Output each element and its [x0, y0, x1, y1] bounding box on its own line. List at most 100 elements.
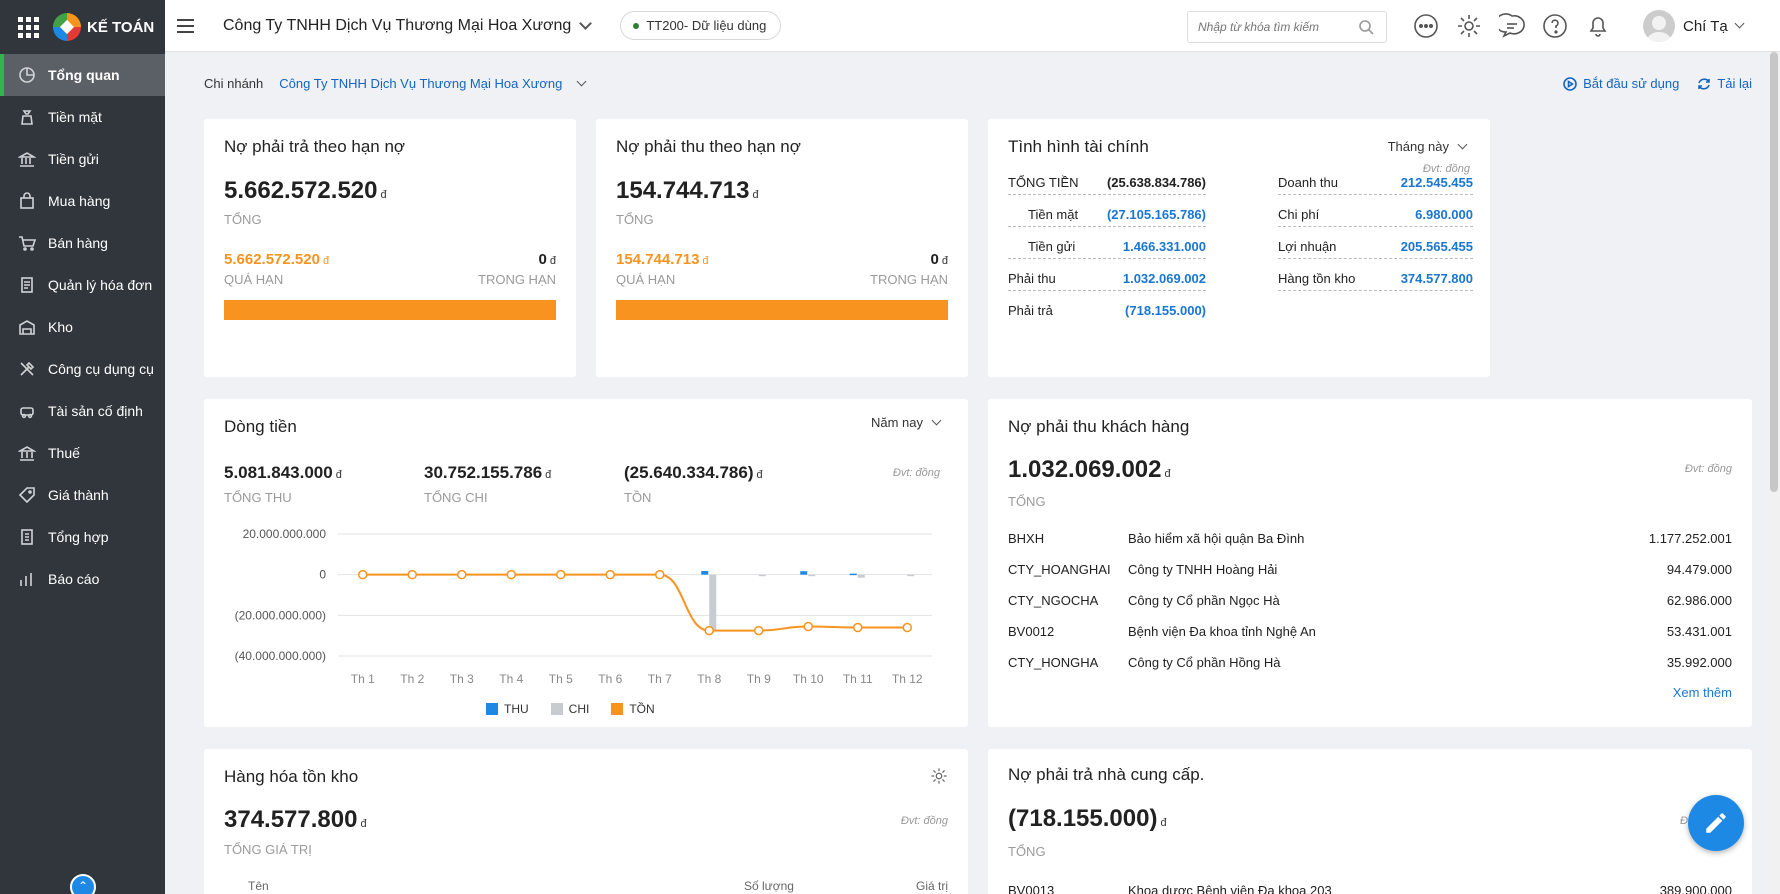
help-icon[interactable]: [1542, 13, 1568, 39]
sidebar-item-9[interactable]: Tài sản cố định: [0, 390, 165, 432]
sidebar-item-7[interactable]: Kho: [0, 306, 165, 348]
sidebar-item-label: Thuế: [48, 445, 80, 461]
x-tick-label: Th 1: [351, 672, 375, 686]
finance-value[interactable]: (25.638.834.786): [1106, 175, 1206, 190]
column-header-quantity[interactable]: Số lượng: [744, 879, 794, 893]
finance-value[interactable]: 6.980.000: [1415, 207, 1473, 222]
start-button[interactable]: Bắt đầu sử dụng: [1563, 76, 1679, 91]
currency-symbol: đ: [545, 469, 552, 481]
payable-total: 5.662.572.520 đ: [224, 177, 387, 205]
column-header-name[interactable]: Tên: [248, 879, 269, 893]
in-term-value: 0: [930, 251, 939, 268]
finance-row[interactable]: Phải thu 1.032.069.002: [1008, 271, 1206, 291]
finance-row[interactable]: TỔNG TIỀN (25.638.834.786): [1008, 175, 1206, 195]
legend-label: CHI: [568, 702, 590, 716]
finance-row[interactable]: Hàng tồn kho 374.577.800: [1278, 271, 1473, 291]
sidebar-item-1[interactable]: Tổng quan: [0, 54, 165, 96]
sidebar-item-8[interactable]: Công cụ dụng cụ: [0, 348, 165, 390]
reload-button[interactable]: Tải lại: [1697, 76, 1752, 91]
balance-caption: TỒN: [624, 490, 652, 505]
line-point: [556, 569, 566, 580]
search-icon[interactable]: [1358, 19, 1374, 35]
supplier-payable-card: Nợ phải trả nhà cung cấp. (718.155.000) đ…: [988, 749, 1752, 894]
collapse-sidebar-button[interactable]: ⌃: [70, 874, 96, 894]
sidebar-item-13[interactable]: Báo cáo: [0, 558, 165, 600]
branch-value[interactable]: Công Ty TNHH Dịch Vụ Thương Mại Hoa Xươn…: [279, 76, 563, 91]
see-more-link[interactable]: Xem thêm: [1672, 685, 1732, 700]
finance-value[interactable]: (27.105.165.786): [1106, 207, 1206, 222]
branch-selector[interactable]: Chi nhánh Công Ty TNHH Dịch Vụ Thương Mạ…: [204, 76, 587, 91]
report-icon: [21, 529, 33, 545]
finance-value[interactable]: (718.155.000): [1125, 303, 1206, 318]
period-dropdown[interactable]: Năm nay: [871, 415, 942, 430]
user-name: Chí Tạ: [1683, 17, 1728, 35]
edit-fab-button[interactable]: [1688, 795, 1744, 851]
refresh-icon: [1698, 77, 1711, 90]
dataset-selector[interactable]: TT200- Dữ liệu dùng: [620, 11, 782, 40]
column-header-value[interactable]: Giá trị: [915, 879, 948, 893]
user-menu[interactable]: Chí Tạ: [1643, 10, 1745, 42]
gear-icon[interactable]: [930, 767, 948, 785]
total-in: 5.081.843.000 đ: [224, 463, 342, 483]
payable-total-value: 5.662.572.520: [224, 177, 378, 204]
card-title: Hàng hóa tồn kho: [224, 767, 359, 786]
search-input[interactable]: [1198, 20, 1358, 34]
finance-row[interactable]: Doanh thu 212.545.455: [1278, 175, 1473, 195]
sidebar-item-12[interactable]: Tổng hợp: [0, 516, 165, 558]
list-item[interactable]: CTY_HONGHA Công ty Cổ phần Hồng Hà 35.992.…: [1008, 652, 1732, 672]
finance-value[interactable]: 212.545.455: [1400, 175, 1473, 190]
legend-item[interactable]: CHI: [550, 702, 590, 716]
scrollbar-thumb[interactable]: [1770, 52, 1778, 492]
overdue-progress-fill: [616, 300, 948, 320]
supplier-debt-total: (718.155.000) đ: [1008, 805, 1167, 833]
finance-value[interactable]: 1.032.069.002: [1122, 271, 1206, 286]
sidebar-item-10[interactable]: Thuế: [0, 432, 165, 474]
apps-grid-icon[interactable]: [18, 16, 39, 38]
sidebar-item-label: Giá thành: [48, 487, 109, 503]
legend-item[interactable]: THU: [486, 702, 529, 716]
status-dot-icon: [633, 22, 640, 29]
sidebar-item-3[interactable]: Tiền gửi: [0, 138, 165, 180]
cashflow-chart: 20.000.000.000 0 (20.000.000.000) (40.000.0…: [235, 527, 932, 686]
cashflow-card: Dòng tiền Năm nay Đvt: đồng 5.081.843.00…: [204, 399, 968, 727]
y-tick-label: (40.000.000.000): [235, 649, 326, 663]
sidebar-item-2[interactable]: Tiền mặt: [0, 96, 165, 138]
finance-row[interactable]: Phải trả (718.155.000): [1008, 303, 1206, 322]
chevron-down-icon[interactable]: [576, 76, 587, 86]
bar-chi: [857, 574, 865, 578]
finance-value[interactable]: 374.577.800: [1400, 271, 1473, 286]
finance-value[interactable]: 205.565.455: [1400, 239, 1473, 254]
sidebar-item-5[interactable]: Bán hàng: [0, 222, 165, 264]
page-scrollbar[interactable]: [1768, 52, 1780, 894]
list-item[interactable]: CTY_HOANGHAI Công ty TNHH Hoàng Hải 94.479…: [1008, 559, 1732, 579]
legend-swatch: [486, 703, 498, 715]
bar-chi: [808, 574, 816, 577]
sidebar-item-4[interactable]: Mua hàng: [0, 180, 165, 222]
cart-icon: [19, 236, 36, 251]
finance-row[interactable]: Tiền gửi 1.466.331.000: [1008, 239, 1206, 259]
finance-row[interactable]: Tiền mặt (27.105.165.786): [1008, 207, 1206, 227]
menu-icon[interactable]: [177, 18, 201, 33]
list-item[interactable]: CTY_NGOCHA Công ty Cổ phần Ngọc Hà 62.986.…: [1008, 590, 1732, 610]
finance-value[interactable]: 1.466.331.000: [1122, 239, 1206, 254]
search-box[interactable]: [1187, 11, 1387, 43]
company-selector[interactable]: Công Ty TNHH Dịch Vụ Thương Mại Hoa Xươn…: [223, 17, 593, 35]
more-icon[interactable]: [1413, 13, 1439, 39]
gear-icon[interactable]: [1456, 13, 1482, 39]
sidebar-item-6[interactable]: Quản lý hóa đơn: [0, 264, 165, 306]
finance-row[interactable]: Lợi nhuận 205.565.455: [1278, 239, 1473, 259]
y-tick-label: 0: [319, 568, 326, 582]
list-item[interactable]: BHXH Bảo hiểm xã hội quận Ba Đình 1.177.25…: [1008, 528, 1732, 548]
chat-icon[interactable]: [1499, 13, 1525, 39]
chevron-down-icon: [1457, 139, 1468, 149]
period-dropdown[interactable]: Tháng này: [1388, 139, 1468, 154]
card-title: Tình hình tài chính: [1008, 137, 1149, 156]
finance-row[interactable]: Chi phí 6.980.000: [1278, 207, 1473, 227]
sidebar-item-label: Tổng hợp: [48, 529, 109, 545]
bell-icon[interactable]: [1585, 13, 1611, 39]
legend-item[interactable]: TỒN: [611, 702, 655, 716]
list-item[interactable]: BV0013 Khoa dược Bệnh viện Đa khoa 203 3…: [1008, 880, 1732, 894]
card-title: Nợ phải thu khách hàng: [1008, 417, 1190, 436]
sidebar-item-11[interactable]: Giá thành: [0, 474, 165, 516]
list-item[interactable]: BV0012 Bệnh viện Đa khoa tỉnh Nghệ An 53.4…: [1008, 621, 1732, 641]
